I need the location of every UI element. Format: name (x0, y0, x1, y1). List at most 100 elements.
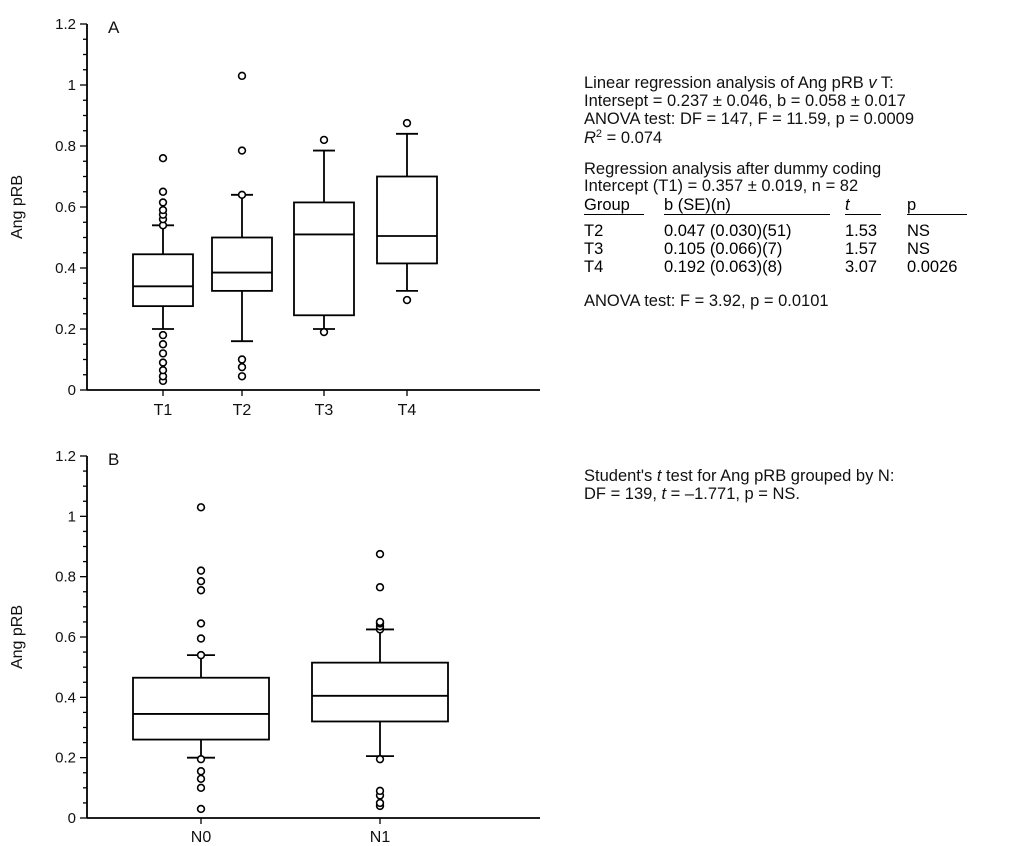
table-header-t: t (845, 196, 850, 214)
outlier-point (158, 349, 168, 358)
outlier-point (237, 71, 247, 81)
ttest-line-1-pre: Student's (584, 467, 657, 485)
regression-title-pre: Linear regression analysis of Ang pRB (584, 74, 869, 92)
table-row-t4-t: 3.07 (845, 258, 878, 276)
table-row-t2-b: 0.047 (0.030)(51) (664, 222, 792, 240)
ttest-line-2: DF = 139, t = –1.771, p = NS. (584, 485, 800, 504)
ttest-line-2-t: t (661, 485, 667, 503)
regression-title-v: v (868, 74, 877, 92)
outlier-point (402, 295, 412, 305)
outlier-point (237, 355, 247, 364)
table-rule-b (664, 214, 830, 215)
table-row-t3-group: T3 (584, 240, 604, 258)
category-label-t3: T3 (315, 402, 334, 419)
outlier-point (196, 586, 206, 595)
outlier-point (196, 767, 206, 776)
outlier-point (158, 340, 168, 349)
outlier-point (158, 330, 168, 340)
table-row-t2-p: NS (907, 222, 930, 240)
outlier-point (196, 774, 206, 783)
category-label-t1: T1 (154, 402, 173, 419)
category-label-n0: N0 (191, 829, 212, 846)
regression-title-post: T: (876, 74, 894, 92)
table-header-group: Group (584, 196, 630, 214)
outlier-point (237, 146, 247, 155)
outlier-point (158, 154, 168, 163)
table-row-t4-p: 0.0026 (907, 258, 958, 276)
table-rule-group (584, 214, 644, 215)
outlier-point (237, 372, 247, 381)
table-row-t4-b: 0.192 (0.063)(8) (664, 258, 783, 276)
category-label-n1: N1 (370, 829, 391, 846)
intersept-line: Intersept = 0.237 ± 0.046, b = 0.058 ± 0… (584, 92, 906, 110)
r2-symbol: R (584, 129, 596, 147)
category-label-t2: T2 (233, 402, 252, 419)
outlier-point (319, 327, 329, 337)
box-n1 (311, 661, 449, 723)
outlier-point (375, 786, 385, 796)
panel-label: A (108, 18, 120, 37)
ttest-line-1-post: test for Ang pRB grouped by N: (661, 467, 895, 485)
box-n0 (132, 676, 270, 741)
panel-label: B (108, 450, 119, 469)
box-t1 (132, 253, 194, 308)
outlier-point (196, 754, 206, 764)
outlier-point (158, 205, 168, 215)
ttest-line-1: Student's t test for Ang pRB grouped by … (584, 467, 894, 486)
ttest-line-1-t: t (656, 467, 662, 485)
outlier-point (196, 566, 206, 575)
table-row-t2-t: 1.53 (845, 222, 878, 240)
table-row-t3-b: 0.105 (0.066)(7) (664, 240, 783, 258)
outlier-point (196, 783, 206, 793)
outlier-point (196, 619, 206, 628)
intercept-line: Intercept (T1) = 0.357 ± 0.019, n = 82 (584, 177, 859, 195)
y-tick-label: 1 (68, 77, 76, 94)
outlier-point (196, 650, 206, 660)
r-squared-line: R2 = 0.074 (584, 129, 662, 148)
box-t4 (376, 175, 438, 265)
outlier-point (375, 583, 385, 592)
anova-line-2: ANOVA test: F = 3.92, p = 0.0101 (584, 292, 829, 310)
outlier-point (237, 190, 247, 200)
y-tick-label: 0.6 (55, 629, 76, 646)
y-tick-label: 0 (68, 810, 76, 827)
table-row-t4-group: T4 (584, 258, 604, 276)
outlier-point (375, 754, 385, 764)
outlier-point (158, 198, 168, 207)
y-tick-label: 0.8 (55, 569, 76, 586)
box-t3 (293, 201, 355, 317)
y-axis-label: Ang pRB (9, 605, 26, 669)
y-tick-label: 0 (68, 382, 76, 399)
outlier-point (237, 362, 247, 372)
y-tick-label: 0.4 (55, 689, 76, 706)
panel-b-chart: 0 0.2 0.4 0.6 0.8 1 1.2 B Ang pRB N0 N1 (9, 448, 540, 846)
outlier-point (402, 118, 412, 128)
outlier-point (158, 358, 168, 367)
r2-exponent: 2 (595, 128, 603, 140)
anova-line-1: ANOVA test: DF = 147, F = 11.59, p = 0.0… (584, 110, 915, 128)
y-tick-label: 1.2 (55, 448, 76, 465)
table-rule-p (907, 214, 967, 215)
outlier-point (196, 576, 206, 586)
y-tick-label: 0.4 (55, 260, 76, 277)
outlier-point (319, 135, 329, 145)
box-t2 (211, 236, 273, 292)
table-rule-t (845, 214, 881, 215)
y-tick-label: 0.8 (55, 138, 76, 155)
y-tick-label: 0.6 (55, 199, 76, 216)
table-header-p: p (907, 196, 917, 214)
outlier-point (375, 549, 385, 559)
outlier-point (196, 503, 206, 512)
category-label-t4: T4 (398, 402, 417, 419)
y-tick-label: 0.2 (55, 750, 76, 767)
regression-title: Linear regression analysis of Ang pRB v … (584, 74, 894, 93)
outlier-point (375, 798, 385, 808)
y-tick-label: 0.2 (55, 321, 76, 338)
outlier-point (158, 187, 168, 196)
table-header-b: b (SE)(n) (664, 196, 731, 214)
y-axis-label: Ang pRB (9, 175, 26, 239)
outlier-point (196, 634, 206, 643)
dummy-coding-title: Regression analysis after dummy coding (584, 160, 882, 178)
outlier-point (375, 617, 385, 627)
